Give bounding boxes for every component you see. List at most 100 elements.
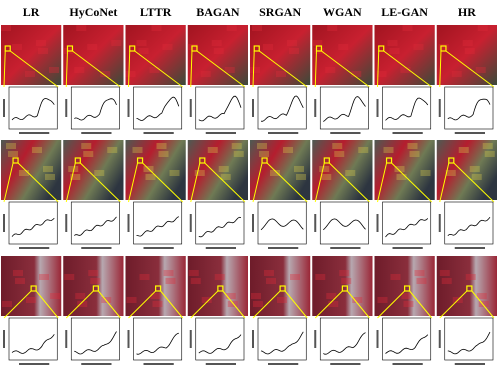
texture bbox=[64, 274, 75, 280]
plot-box bbox=[382, 317, 432, 361]
texture bbox=[327, 25, 338, 31]
texture bbox=[38, 48, 48, 54]
zoom-line bbox=[391, 162, 433, 203]
texture bbox=[250, 67, 260, 73]
axis-caption bbox=[143, 363, 174, 365]
axis-caption bbox=[65, 214, 68, 232]
roi-box bbox=[136, 157, 144, 164]
texture bbox=[394, 166, 405, 172]
image-tile bbox=[436, 25, 497, 85]
zoom-line bbox=[314, 50, 317, 88]
zoom-line bbox=[17, 162, 59, 203]
texture bbox=[8, 151, 18, 157]
axis-caption bbox=[330, 363, 361, 365]
image-tile bbox=[125, 25, 186, 85]
texture bbox=[32, 147, 42, 153]
axis-caption bbox=[314, 330, 317, 348]
texture bbox=[294, 166, 304, 172]
axis-caption bbox=[454, 247, 485, 249]
texture bbox=[289, 48, 299, 54]
axis-caption bbox=[392, 363, 423, 365]
zoom-line bbox=[252, 162, 263, 203]
axis-caption bbox=[376, 214, 379, 232]
axis-caption bbox=[205, 247, 236, 249]
plot-box bbox=[257, 86, 307, 130]
plot-box bbox=[8, 86, 58, 130]
zoom-line bbox=[134, 50, 184, 88]
texture bbox=[270, 170, 280, 176]
axis-caption bbox=[330, 132, 361, 134]
axis-caption bbox=[143, 247, 174, 249]
texture bbox=[45, 174, 55, 180]
image-tile bbox=[63, 25, 124, 85]
texture bbox=[136, 40, 147, 46]
texture bbox=[227, 301, 238, 307]
plot-box bbox=[382, 201, 432, 245]
texture bbox=[165, 278, 176, 284]
texture bbox=[296, 174, 306, 180]
plot-box bbox=[444, 201, 494, 245]
texture bbox=[358, 147, 369, 153]
texture bbox=[75, 293, 86, 299]
axis-caption bbox=[3, 214, 5, 232]
axis-caption bbox=[438, 99, 441, 117]
roi-box bbox=[4, 45, 11, 52]
column-header: HR bbox=[458, 5, 476, 19]
plot-box bbox=[8, 201, 58, 245]
texture bbox=[214, 274, 225, 280]
axis-caption bbox=[143, 132, 174, 134]
texture bbox=[90, 278, 101, 284]
texture bbox=[321, 174, 332, 180]
spectral-curve bbox=[385, 97, 429, 121]
axis-caption bbox=[127, 214, 130, 232]
axis-caption bbox=[19, 132, 50, 134]
roi-box bbox=[341, 285, 348, 292]
roi-box bbox=[66, 45, 74, 52]
spectral-curve bbox=[323, 218, 366, 231]
spectral-curve bbox=[198, 216, 242, 238]
texture bbox=[276, 71, 286, 77]
zoom-line bbox=[128, 290, 156, 319]
texture bbox=[253, 301, 263, 307]
texture bbox=[464, 48, 475, 54]
axis-caption bbox=[205, 363, 236, 365]
roi-box bbox=[448, 157, 455, 164]
column-header: LE-GAN bbox=[381, 5, 428, 19]
axis-caption bbox=[205, 132, 236, 134]
roi-box bbox=[404, 285, 411, 292]
axis-caption bbox=[392, 247, 423, 249]
texture bbox=[226, 25, 237, 31]
plot-box bbox=[70, 201, 120, 245]
texture bbox=[74, 67, 85, 73]
texture bbox=[476, 293, 487, 299]
axis-caption bbox=[127, 330, 130, 348]
texture bbox=[403, 301, 414, 307]
spectral-curve bbox=[260, 218, 304, 231]
plot-box bbox=[70, 317, 120, 361]
roi-box bbox=[323, 157, 330, 164]
zoom-line bbox=[35, 290, 59, 319]
texture bbox=[345, 170, 356, 176]
texture bbox=[396, 174, 407, 180]
spectral-curve bbox=[11, 334, 55, 354]
axis-caption bbox=[376, 99, 379, 117]
roi-box bbox=[74, 157, 81, 164]
texture bbox=[458, 147, 469, 153]
texture bbox=[218, 166, 229, 172]
texture bbox=[482, 143, 493, 149]
roi-box bbox=[30, 285, 37, 292]
zoom-line bbox=[97, 290, 121, 319]
texture bbox=[264, 270, 274, 276]
texture bbox=[420, 170, 431, 176]
zoom-line bbox=[258, 50, 308, 88]
texture bbox=[445, 170, 456, 176]
texture bbox=[81, 143, 92, 149]
texture bbox=[200, 71, 211, 77]
zoom-line bbox=[204, 162, 246, 203]
image-tile bbox=[187, 25, 248, 85]
texture bbox=[83, 151, 94, 157]
texture bbox=[387, 40, 398, 46]
zoom-line bbox=[321, 50, 370, 88]
texture bbox=[1, 25, 11, 31]
texture bbox=[389, 48, 400, 54]
